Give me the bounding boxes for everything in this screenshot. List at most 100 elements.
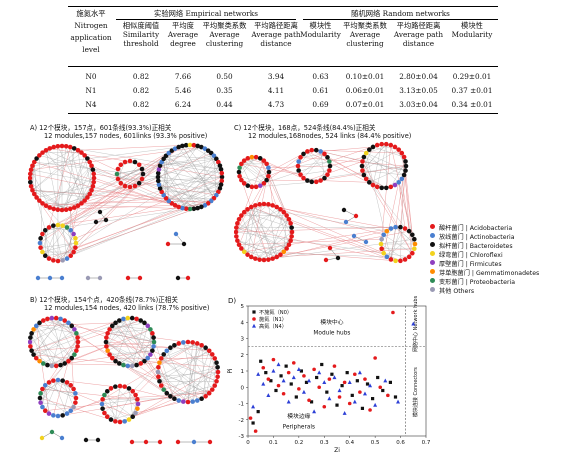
network-edge xyxy=(33,318,61,355)
network-c xyxy=(234,141,418,264)
network-node xyxy=(370,144,376,150)
table-cell: 0.34 ±0.01 xyxy=(451,100,493,109)
module-a3 xyxy=(155,142,225,212)
network-edge xyxy=(110,412,136,420)
network-edge xyxy=(61,165,92,211)
network-node xyxy=(71,386,76,392)
network-node xyxy=(284,246,289,251)
network-node xyxy=(253,184,259,190)
column-header-cn: 平均聚类系数 xyxy=(202,21,247,30)
network-node xyxy=(235,221,240,226)
legend-label: 芽单胞菌门 | Gemmatimonadetes xyxy=(439,270,540,277)
network-edge xyxy=(116,168,143,175)
network-node xyxy=(261,181,267,186)
network-node xyxy=(164,348,170,354)
data-point xyxy=(373,402,378,407)
table-cell: 0.07±0.01 xyxy=(345,100,385,109)
network-edge xyxy=(40,242,77,248)
network-edge xyxy=(45,169,222,231)
network-edge xyxy=(163,158,222,170)
network-node xyxy=(72,327,77,332)
data-point xyxy=(388,380,392,384)
network-node xyxy=(183,206,189,212)
network-node xyxy=(341,207,347,213)
network-edge xyxy=(235,226,396,233)
network-node xyxy=(401,172,407,178)
network-node xyxy=(379,246,384,252)
network-edge xyxy=(276,206,290,245)
network-node xyxy=(66,320,71,326)
network-edge xyxy=(235,209,281,233)
cluster-a9 xyxy=(125,275,143,281)
network-node xyxy=(266,202,271,207)
data-point xyxy=(360,406,365,410)
network-node xyxy=(55,222,61,228)
y-tick-label: 0 xyxy=(241,385,245,391)
network-edge xyxy=(276,206,384,254)
network-node xyxy=(104,344,109,349)
data-point xyxy=(266,393,271,397)
network-edge xyxy=(160,155,214,166)
network-node xyxy=(55,207,61,213)
network-node xyxy=(85,156,90,161)
network-edge xyxy=(102,343,198,400)
network-node xyxy=(370,182,376,188)
network-edge xyxy=(109,329,155,343)
cluster-c6 xyxy=(341,207,359,225)
network-edge xyxy=(107,329,151,351)
network-edge xyxy=(268,151,308,173)
network-edge xyxy=(45,224,59,256)
network-node xyxy=(68,227,74,233)
network-node xyxy=(60,258,65,263)
network-edge xyxy=(64,337,78,364)
network-node xyxy=(55,143,61,149)
network-node xyxy=(289,225,294,230)
network-node xyxy=(37,395,43,401)
network-node xyxy=(248,254,254,260)
network-edge xyxy=(320,146,374,152)
network-node xyxy=(73,245,78,250)
y-tick-label: 4 xyxy=(241,320,245,326)
network-node xyxy=(366,147,372,152)
network-node xyxy=(90,167,96,173)
y-tick-label: -1 xyxy=(239,402,244,408)
network-edge xyxy=(70,147,85,201)
column-header-en: Average path xyxy=(393,30,444,39)
network-edge xyxy=(140,333,153,364)
network-edge xyxy=(70,198,215,256)
network-edge xyxy=(43,320,75,330)
network-node xyxy=(278,207,283,212)
network-node xyxy=(176,398,182,403)
data-point xyxy=(337,395,342,399)
network-edge xyxy=(307,151,328,175)
network-node xyxy=(180,205,185,211)
network-node xyxy=(158,383,164,388)
network-node xyxy=(236,216,242,222)
network-node xyxy=(69,355,75,361)
network-node xyxy=(215,374,220,379)
network-node xyxy=(202,146,208,151)
network-node xyxy=(107,352,112,357)
network-node xyxy=(75,339,81,345)
network-edge xyxy=(260,158,277,208)
network-edge xyxy=(45,379,59,411)
network-node xyxy=(286,216,292,222)
network-edge xyxy=(182,165,221,209)
column-header-cn: 模块性 xyxy=(309,21,332,30)
network-edge xyxy=(174,155,215,206)
network-node xyxy=(49,429,55,435)
network-node xyxy=(401,154,407,160)
cluster-a10 xyxy=(175,275,191,281)
network-edge xyxy=(241,163,253,187)
network-node xyxy=(381,250,386,256)
network-node xyxy=(113,384,118,389)
data-point xyxy=(320,362,324,367)
data-point xyxy=(315,375,319,380)
network-node xyxy=(159,189,164,195)
network-edge xyxy=(93,173,217,196)
network-edge xyxy=(401,153,413,235)
data-point xyxy=(322,380,327,384)
network-node xyxy=(97,275,103,281)
x-tick-label: 0.3 xyxy=(320,440,329,446)
table-cell: 5.46 xyxy=(174,86,192,95)
